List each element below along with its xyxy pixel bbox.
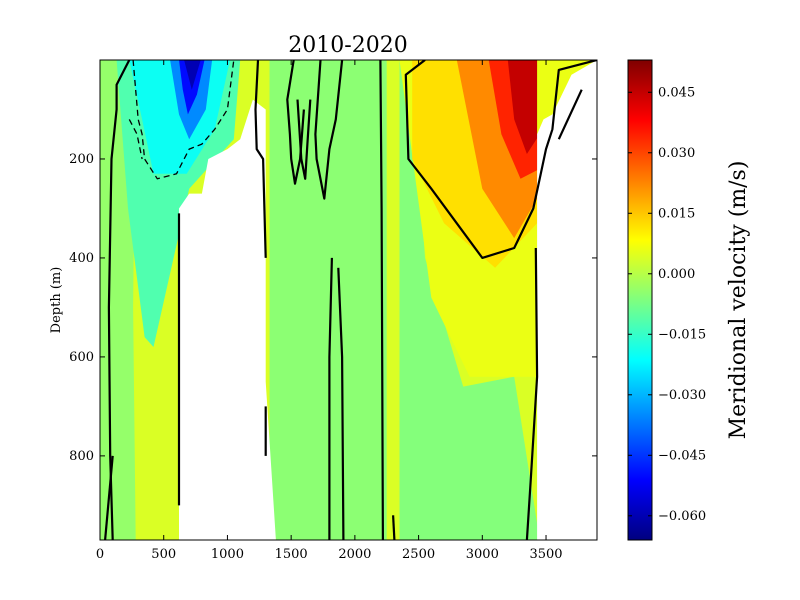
contour-line-10 xyxy=(328,257,333,540)
chart-title: 2010-2020 xyxy=(288,33,407,58)
colorbar-tick-label: −0.060 xyxy=(658,509,706,524)
x-tick-label: 2500 xyxy=(402,547,435,562)
colorbar-tick-label: 0.030 xyxy=(658,146,695,161)
y-axis-label: Depth (m) xyxy=(49,267,64,334)
x-tick-label: 0 xyxy=(96,547,104,562)
x-tick-label: 1500 xyxy=(275,547,308,562)
plot-area xyxy=(100,60,597,540)
colorbar-tick-label: 0.000 xyxy=(658,267,695,282)
contour-line-13 xyxy=(392,515,396,540)
x-tick-label: 500 xyxy=(151,547,176,562)
contour-line-3 xyxy=(128,119,143,160)
y-tick-label: 800 xyxy=(69,449,94,464)
contour-line-12 xyxy=(379,60,384,540)
contour-layer xyxy=(104,60,597,540)
colorbar-tick-label: −0.015 xyxy=(658,327,706,342)
colorbar-tick-label: −0.045 xyxy=(658,448,706,463)
x-tick-label: 1000 xyxy=(211,547,244,562)
field-blue-max xyxy=(184,60,201,90)
y-tick-label: 600 xyxy=(69,350,94,365)
contour-line-0 xyxy=(107,60,131,540)
velocity-field-layer xyxy=(100,60,597,540)
mask-bathymetry-left xyxy=(179,99,276,540)
field-east-shelf xyxy=(399,60,540,540)
contour-line-15 xyxy=(525,247,539,540)
colorbar xyxy=(627,59,653,541)
y-tick-label: 200 xyxy=(69,152,94,167)
colorbar-label: Meridional velocity (m/s) xyxy=(726,161,751,440)
contour-line-11 xyxy=(337,267,345,540)
mask-bathymetry-right xyxy=(537,60,597,540)
colorbar-tick-label: 0.015 xyxy=(658,206,695,221)
x-tick-label: 3500 xyxy=(529,547,562,562)
contour-line-16 xyxy=(557,89,583,140)
y-tick-label: 400 xyxy=(69,251,94,266)
contour-line-5 xyxy=(254,60,267,258)
x-tick-label: 3000 xyxy=(466,547,499,562)
colorbar-tick-label: 0.045 xyxy=(658,85,695,100)
plot-frame xyxy=(99,59,598,541)
contour-line-2 xyxy=(132,60,235,180)
contour-line-9 xyxy=(314,60,344,200)
bathymetry-mask-layer xyxy=(179,60,597,540)
x-axis: 0 500 1000 1500 2000 2500 3000 3500 xyxy=(96,60,563,562)
field-red-core xyxy=(507,60,546,154)
colorbar-tick-label: −0.030 xyxy=(658,388,706,403)
contour-line-8 xyxy=(296,99,312,180)
contour-line-7 xyxy=(286,60,305,185)
field-central-band xyxy=(269,60,387,540)
x-tick-label: 2000 xyxy=(338,547,371,562)
colorbar-ticks: −0.060 −0.045 −0.030 −0.015 0.000 0.015 0.030 0… xyxy=(628,85,706,524)
contour-line-1 xyxy=(104,455,114,540)
contour-line-14 xyxy=(404,60,597,259)
y-axis: 200 400 600 800 xyxy=(69,152,597,464)
